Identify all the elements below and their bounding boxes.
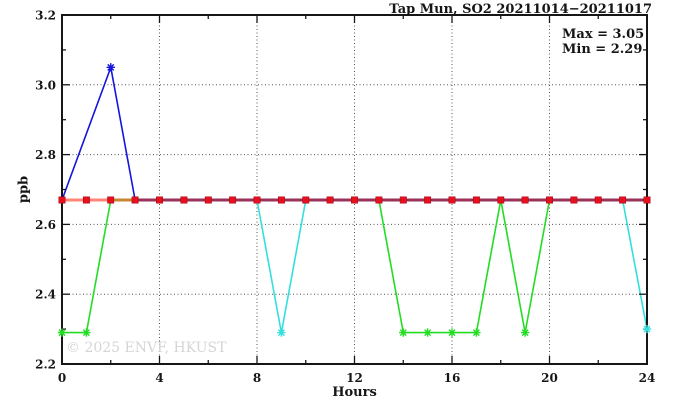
marker-square-day-red (82, 196, 90, 204)
y-tick-label: 2.4 (35, 288, 56, 302)
marker-asterisk-day-green (447, 328, 457, 337)
y-axis-label: ppb (16, 175, 32, 204)
marker-asterisk-day-green (472, 328, 481, 337)
marker-square-day-red (497, 196, 505, 204)
marker-asterisk-day-green (82, 328, 91, 337)
stats-annotation: Max = 3.05 Min = 2.29 (562, 27, 644, 57)
marker-square-day-red (180, 196, 188, 204)
x-tick-label: 20 (541, 371, 558, 385)
marker-square-day-red (594, 196, 602, 204)
marker-square-day-red (448, 196, 456, 204)
x-tick-label: 24 (639, 371, 656, 385)
axes-frame (61, 14, 648, 365)
marker-square-day-red (643, 196, 651, 204)
marker-square-day-red (424, 196, 432, 204)
max-value-label: Max = 3.05 (562, 27, 645, 42)
marker-square-day-red (131, 196, 139, 204)
marker-square-day-red (253, 196, 261, 204)
y-tick-label: 2.6 (35, 218, 56, 232)
series-markers (57, 63, 652, 337)
watermark: © 2025 ENVF, HKUST (66, 340, 227, 356)
gridlines (62, 15, 647, 364)
marker-square-day-red (204, 196, 212, 204)
plot-frame (61, 14, 648, 365)
marker-square-day-red (326, 196, 334, 204)
tick-labels: 0 4 8 12 16 20 24 2.2 2.4 2.6 2.8 3.0 3.2 (35, 9, 655, 386)
marker-square-day-red (58, 196, 66, 204)
marker-asterisk-day-green (399, 328, 408, 337)
marker-asterisk-day-blue (106, 63, 115, 72)
y-tick-label: 2.8 (35, 148, 56, 162)
marker-square-day-red (351, 196, 358, 204)
marker-square-day-red (521, 196, 529, 204)
marker-square-day-red (302, 196, 310, 204)
y-tick-label: 3.0 (35, 78, 56, 92)
marker-square-day-red (570, 196, 578, 204)
y-tick-label: 3.2 (35, 9, 56, 23)
marker-asterisk-day-cyan (642, 324, 652, 334)
marker-asterisk-day-green (423, 328, 432, 337)
marker-square-day-red (277, 196, 285, 204)
marker-square-day-red (619, 196, 627, 204)
marker-square-day-red (546, 196, 553, 204)
marker-square-day-red (107, 196, 115, 204)
marker-square-day-red (399, 196, 407, 204)
x-tick-label: 0 (58, 371, 66, 385)
marker-square-day-red (156, 196, 163, 204)
x-tick-label: 8 (253, 371, 261, 385)
marker-asterisk-day-cyan (277, 328, 286, 337)
y-tick-label: 2.2 (35, 358, 56, 372)
chart-title: Tap Mun, SO2 20211014−20211017 (389, 2, 652, 17)
x-axis-label: Hours (332, 385, 377, 400)
marker-asterisk-day-green (520, 328, 530, 337)
marker-square-day-red (375, 196, 383, 204)
marker-square-day-red (472, 196, 480, 204)
min-value-label: Min = 2.29 (562, 42, 643, 57)
x-tick-label: 16 (444, 371, 461, 385)
x-tick-label: 12 (346, 371, 363, 385)
marker-asterisk-day-green (57, 328, 67, 337)
marker-square-day-red (229, 196, 237, 204)
x-tick-label: 4 (155, 371, 163, 385)
